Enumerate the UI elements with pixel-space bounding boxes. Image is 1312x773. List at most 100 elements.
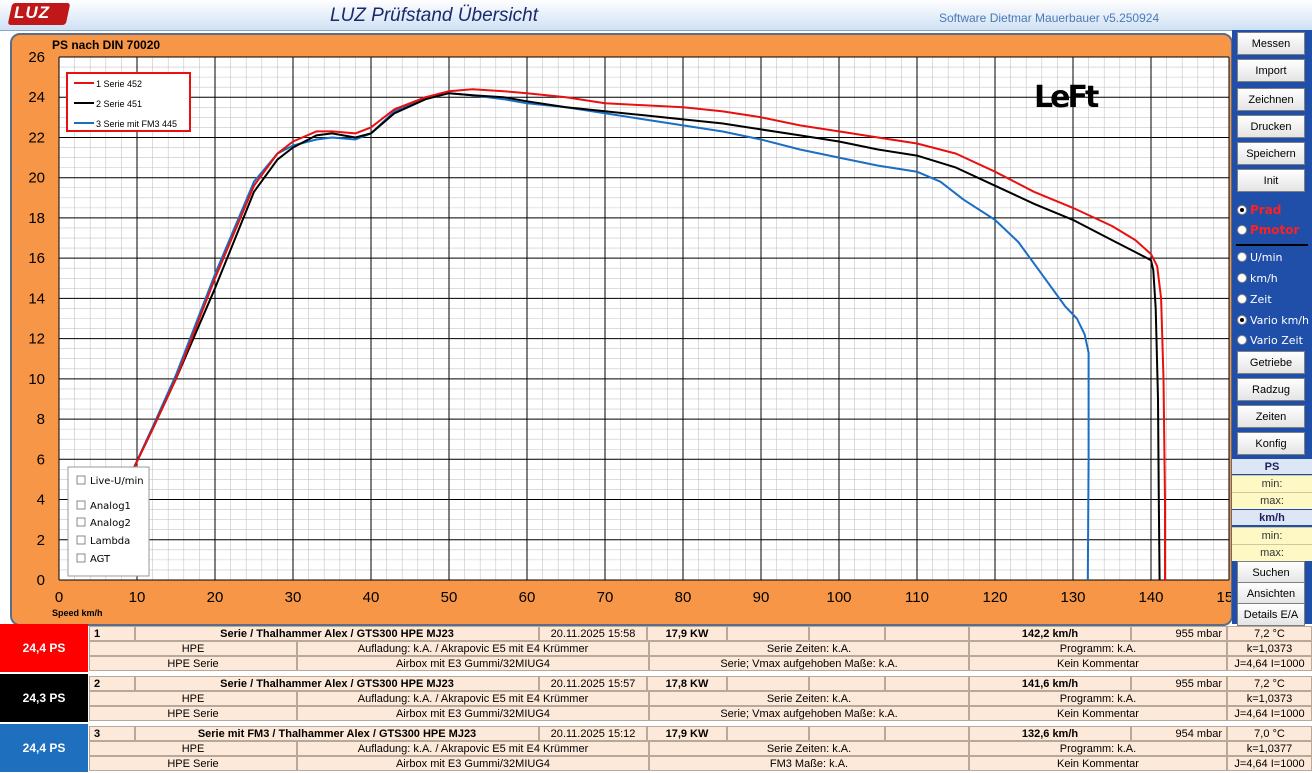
empty-cell	[885, 726, 969, 741]
x-tick-label: 60	[519, 589, 536, 606]
checkbox[interactable]	[76, 535, 86, 545]
button-radzug[interactable]: Radzug	[1237, 378, 1305, 401]
radio-label: Vario km/h	[1250, 313, 1309, 327]
run-airbox: Airbox mit E3 Gummi/32MIUG4	[297, 756, 649, 771]
checkbox-label: Lambda	[90, 536, 130, 547]
run-temperature: 7,0 °C	[1227, 726, 1312, 741]
button-details-e-a[interactable]: Details E/A	[1237, 603, 1305, 626]
run-exhaust: Aufladung: k.A. / Akrapovic E5 mit E4 Kr…	[297, 741, 649, 756]
empty-cell	[885, 676, 969, 691]
right-sidebar: Messen Import Zeichnen Drucken Speichern Init…	[1232, 30, 1312, 626]
checkbox-label: AGT	[90, 554, 111, 565]
checkbox[interactable]	[76, 553, 86, 563]
checkbox[interactable]	[76, 500, 86, 510]
button-init[interactable]: Init	[1237, 169, 1305, 192]
button-zeiten[interactable]: Zeiten	[1237, 405, 1305, 428]
button-zeichnen[interactable]: Zeichnen	[1237, 88, 1305, 111]
radio-button[interactable]	[1237, 252, 1247, 262]
x-tick-label: 90	[753, 589, 770, 606]
left-watermark: LeFt	[1034, 80, 1099, 115]
checkbox-label: Analog1	[90, 501, 131, 512]
y-tick-label: 12	[28, 331, 45, 348]
radio-button[interactable]	[1237, 205, 1247, 215]
run-program: Programm: k.A.	[969, 641, 1227, 656]
run-date: 20.11.2025 15:12	[539, 726, 647, 741]
run-kw: 17,8 KW	[647, 676, 727, 691]
y-tick-label: 16	[28, 250, 45, 267]
radio-axis-option[interactable]: Vario km/h	[1237, 311, 1309, 329]
radio-button[interactable]	[1237, 273, 1247, 283]
run-variant: HPE Serie	[89, 756, 297, 771]
button-import[interactable]: Import	[1237, 59, 1305, 82]
x-tick-label: 110	[905, 589, 929, 606]
button-ansichten[interactable]: Ansichten	[1237, 582, 1305, 605]
y-tick-label: 22	[28, 129, 45, 146]
x-axis-label: Speed km/h	[52, 608, 103, 618]
run-inertia: J=4,64 I=1000	[1227, 656, 1312, 671]
sidebar-divider	[1236, 244, 1308, 246]
kmh-min-field[interactable]: min:	[1232, 527, 1312, 544]
run-airbox: Airbox mit E3 Gummi/32MIUG4	[297, 656, 649, 671]
ps-range-header: PS	[1232, 459, 1312, 474]
x-tick-label: 50	[441, 589, 458, 606]
radio-button[interactable]	[1237, 294, 1247, 304]
run-number: 1	[89, 626, 135, 641]
kmh-max-field[interactable]: max:	[1232, 544, 1312, 561]
button-getriebe[interactable]: Getriebe	[1237, 351, 1305, 374]
y-tick-label: 2	[37, 532, 45, 549]
x-tick-label: 10	[129, 589, 146, 606]
run-engine: HPE	[89, 641, 297, 656]
run-kw: 17,9 KW	[647, 626, 727, 641]
radio-prad[interactable]: Prad	[1237, 201, 1281, 219]
radio-label: Zeit	[1250, 292, 1272, 306]
button-suchen[interactable]: Suchen	[1237, 561, 1305, 584]
run-exhaust: Aufladung: k.A. / Akrapovic E5 mit E4 Kr…	[297, 691, 649, 706]
legend-label: 2 Serie 451	[96, 99, 142, 109]
legend-label: 1 Serie 452	[96, 79, 142, 89]
run-k-factor: k=1,0373	[1227, 691, 1312, 706]
button-drucken[interactable]: Drucken	[1237, 115, 1305, 138]
y-tick-label: 8	[37, 411, 45, 428]
radio-axis-option[interactable]: Zeit	[1237, 290, 1272, 308]
x-tick-label: 140	[1138, 589, 1163, 606]
title-bar: LUZ LUZ Prüfstand Übersicht Software Die…	[0, 0, 1312, 31]
x-tick-labels: 0 10 20 30 40 50 60 70 80 90 100 110 120 130 140 150	[55, 589, 1231, 606]
x-tick-label: 40	[363, 589, 380, 606]
button-speichern[interactable]: Speichern	[1237, 142, 1305, 165]
run-note: Serie; Vmax aufgehoben Maße: k.A.	[649, 656, 969, 671]
button-messen[interactable]: Messen	[1237, 32, 1305, 55]
run-date: 20.11.2025 15:58	[539, 626, 647, 641]
radio-button[interactable]	[1237, 335, 1247, 345]
run-k-factor: k=1,0373	[1227, 641, 1312, 656]
x-tick-label: 100	[826, 589, 851, 606]
run-temperature: 7,2 °C	[1227, 626, 1312, 641]
run-pressure: 955 mbar	[1131, 676, 1227, 691]
run-variant: HPE Serie	[89, 706, 297, 721]
run-k-factor: k=1,0377	[1227, 741, 1312, 756]
radio-pmotor[interactable]: Pmotor	[1237, 221, 1299, 239]
checkbox[interactable]	[76, 517, 86, 527]
checkbox[interactable]	[76, 475, 86, 485]
y-tick-label: 24	[28, 89, 45, 106]
run-program: Programm: k.A.	[969, 741, 1227, 756]
checkbox-label: Live-U/min	[90, 476, 144, 487]
radio-axis-option[interactable]: U/min	[1237, 248, 1283, 266]
run-table: 24,4 PS 1 Serie / Thalhammer Alex / GTS300…	[0, 624, 1312, 773]
y-tick-label: 10	[28, 371, 45, 388]
radio-axis-option[interactable]: Vario Zeit	[1237, 331, 1303, 349]
run-inertia: J=4,64 I=1000	[1227, 756, 1312, 771]
run-date: 20.11.2025 15:57	[539, 676, 647, 691]
run-power-badge: 24,4 PS	[0, 624, 88, 672]
radio-button[interactable]	[1237, 225, 1247, 235]
y-tick-label: 4	[37, 492, 45, 509]
ps-min-field[interactable]: min:	[1232, 475, 1312, 492]
radio-axis-option[interactable]: km/h	[1237, 269, 1278, 287]
button-konfig[interactable]: Konfig	[1237, 432, 1305, 455]
radio-button[interactable]	[1237, 315, 1247, 325]
chart-panel: 0 2 4 6 8 10 12 14 16 18 20 22 24 26 0 10 20 30 40 50 60 70 8…	[10, 33, 1233, 626]
ps-max-field[interactable]: max:	[1232, 492, 1312, 509]
series-line-2	[132, 92, 1161, 581]
run-power-badge: 24,4 PS	[0, 724, 88, 772]
y-tick-label: 20	[28, 170, 45, 187]
